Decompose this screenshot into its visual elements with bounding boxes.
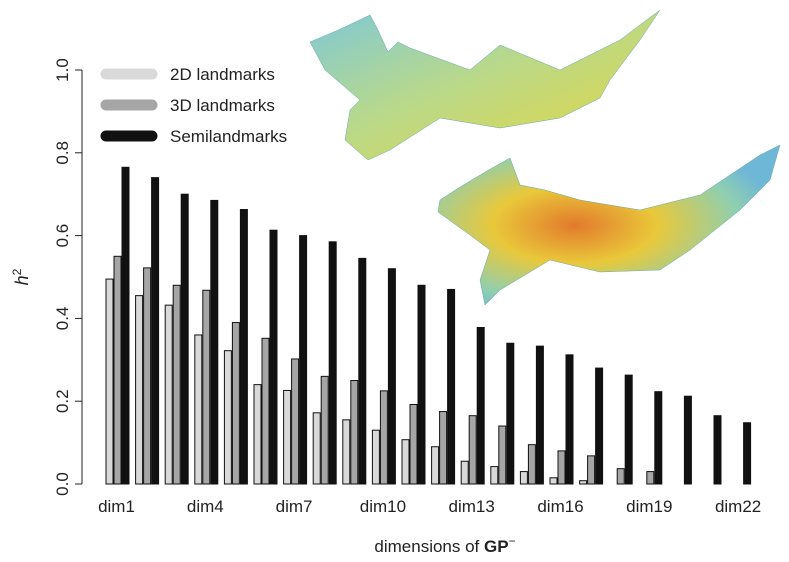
y-tick-label: 1.0 xyxy=(53,58,72,82)
x-tick-label: dim22 xyxy=(715,497,761,516)
bar xyxy=(239,209,248,485)
y-tick-label: 0.6 xyxy=(53,224,72,248)
bar xyxy=(253,384,262,485)
bar xyxy=(743,422,752,485)
bar xyxy=(654,391,663,485)
bar xyxy=(299,235,308,485)
bar xyxy=(439,411,448,485)
bar xyxy=(683,395,692,485)
bar xyxy=(431,446,440,485)
bar xyxy=(202,289,211,485)
legend: 2D landmarks 3D landmarks Semilandmarks xyxy=(100,65,287,146)
bar xyxy=(624,374,633,485)
bar xyxy=(151,177,160,485)
bar xyxy=(646,471,655,485)
bar xyxy=(490,466,499,485)
bar xyxy=(320,375,329,485)
bar xyxy=(387,268,396,485)
y-axis: 0.0 0.2 0.4 0.6 0.8 1.0 xyxy=(53,58,83,496)
x-tick-label: dim19 xyxy=(626,497,672,516)
bar xyxy=(291,358,300,485)
bar xyxy=(579,480,588,485)
y-tick-label: 0.2 xyxy=(53,389,72,413)
bar xyxy=(283,389,292,485)
bar xyxy=(143,267,152,485)
x-tick-label: dim10 xyxy=(360,497,406,516)
x-label-text: dimensions of xyxy=(374,537,479,556)
bar xyxy=(447,288,456,485)
x-tick-label: dim16 xyxy=(537,497,583,516)
x-label-bold: GP xyxy=(484,537,509,556)
bar xyxy=(164,304,173,485)
bar xyxy=(476,327,485,485)
y-tick-label: 0.0 xyxy=(53,472,72,496)
y-tick-label: 0.8 xyxy=(53,141,72,165)
bar xyxy=(587,455,596,485)
bar xyxy=(121,166,130,485)
bar xyxy=(519,471,528,485)
x-tick-label: dim1 xyxy=(98,497,135,516)
bar xyxy=(527,444,536,485)
bar xyxy=(409,404,418,485)
bar xyxy=(401,439,410,485)
bar xyxy=(713,415,722,485)
bar xyxy=(498,425,507,485)
y-tick-label: 0.4 xyxy=(53,307,72,331)
bar xyxy=(342,419,351,485)
bar xyxy=(379,390,388,485)
bar xyxy=(417,284,426,485)
bar xyxy=(261,337,270,485)
bar xyxy=(557,450,566,485)
bar xyxy=(506,342,515,485)
bar xyxy=(565,354,574,485)
legend-label: 3D landmarks xyxy=(170,96,275,115)
y-label-sup: 2 xyxy=(10,268,24,275)
bar xyxy=(616,468,625,485)
x-axis-label: dimensions of GP− xyxy=(374,534,515,556)
bar xyxy=(549,477,558,485)
bar xyxy=(460,460,469,485)
bar xyxy=(105,278,114,485)
bar xyxy=(358,257,367,485)
bars xyxy=(105,166,752,485)
bar xyxy=(194,334,203,485)
bar xyxy=(223,350,232,485)
legend-label: 2D landmarks xyxy=(170,65,275,84)
bar xyxy=(312,412,321,485)
bar xyxy=(135,295,144,485)
x-tick-label: dim7 xyxy=(276,497,313,516)
bar xyxy=(231,322,240,485)
y-label-text: h xyxy=(12,275,32,285)
mandible-2d xyxy=(309,9,661,161)
bar xyxy=(350,380,359,485)
bar xyxy=(269,229,278,485)
mandible-3d xyxy=(437,144,781,306)
legend-label: Semilandmarks xyxy=(170,127,287,146)
bar xyxy=(172,284,181,485)
x-tick-label: dim4 xyxy=(187,497,224,516)
x-tick-label: dim13 xyxy=(449,497,495,516)
bar xyxy=(210,199,219,485)
y-axis-label: h2 xyxy=(10,268,32,285)
bar xyxy=(113,255,122,485)
bar xyxy=(468,415,477,485)
x-label-sup: − xyxy=(509,534,516,548)
bar xyxy=(371,429,380,485)
bar xyxy=(535,345,544,485)
bar xyxy=(180,193,189,485)
bar xyxy=(595,367,604,485)
bar xyxy=(328,241,337,485)
